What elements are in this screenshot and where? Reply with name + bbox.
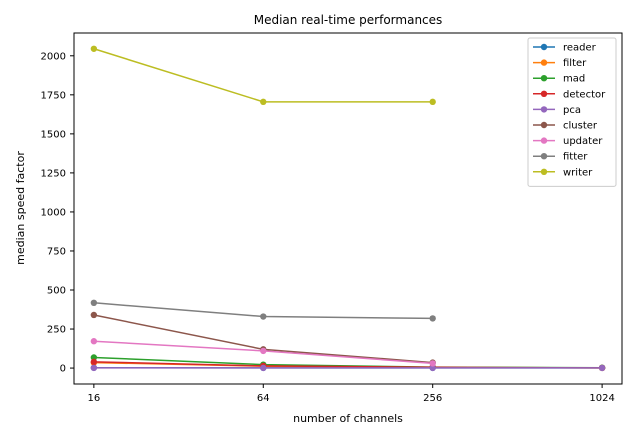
legend-item-cluster: cluster [533, 121, 598, 132]
legend-swatch-marker [540, 90, 548, 98]
legend-label: reader [563, 43, 597, 54]
data-point-fitter [429, 315, 436, 322]
series-pca [90, 364, 606, 372]
legend-swatch-marker [540, 168, 548, 175]
legend-label: updater [563, 136, 603, 147]
data-point-updater [429, 360, 436, 367]
series-layer [90, 45, 606, 372]
legend-item-mad: mad [533, 74, 585, 85]
legend-label: mad [563, 74, 585, 85]
series-line-cluster [93, 314, 433, 364]
legend-item-detector: detector [533, 89, 606, 100]
plot-frame [73, 32, 623, 385]
y-tick-label: 750 [47, 246, 66, 257]
series-updater [90, 338, 436, 367]
legend-label: fitter [563, 152, 588, 163]
data-point-writer [90, 45, 98, 52]
series-cluster [90, 311, 436, 366]
x-tick-label: 256 [423, 393, 442, 404]
x-tick-label: 16 [87, 393, 100, 404]
data-point-mad [90, 354, 98, 361]
data-point-pca [260, 364, 267, 372]
legend: reader filter mad detector pca cluster updater… [527, 37, 617, 187]
y-tick-label: 0 [60, 364, 66, 375]
legend-item-fitter: fitter [533, 152, 588, 163]
y-tick-label: 1250 [41, 168, 66, 179]
series-fitter [90, 299, 436, 322]
legend-label: filter [563, 58, 587, 69]
legend-item-writer: writer [533, 167, 593, 178]
legend-item-filter: filter [533, 58, 587, 69]
chart-title: Median real-time performances [254, 13, 443, 27]
series-writer [90, 45, 436, 106]
legend-swatch-marker [540, 59, 548, 66]
legend-box [527, 37, 617, 187]
legend-label: detector [563, 89, 606, 100]
data-point-fitter [90, 299, 98, 307]
legend-label: writer [563, 167, 593, 178]
legend-swatch-marker [540, 106, 548, 113]
y-tick-label: 1750 [41, 90, 66, 101]
legend-swatch-marker [540, 121, 548, 129]
legend-item-pca: pca [533, 105, 581, 116]
y-axis-label: median speed factor [14, 151, 27, 265]
data-point-pca [598, 364, 606, 372]
data-point-fitter [260, 313, 267, 320]
data-point-writer [260, 98, 267, 106]
legend-swatch-marker [540, 75, 548, 82]
legend-label: pca [563, 105, 581, 116]
data-point-writer [429, 98, 436, 106]
data-point-cluster [90, 311, 98, 319]
legend-swatch-marker [540, 153, 548, 160]
series-line-writer [93, 48, 433, 103]
y-tick-label: 250 [47, 325, 66, 336]
y-axis: 0 250 500 750 1000 1250 1500 1750 2000 [41, 51, 74, 375]
legend-swatch-marker [540, 137, 548, 144]
legend-item-updater: updater [533, 136, 603, 147]
y-tick-label: 500 [47, 286, 66, 297]
data-point-pca [90, 364, 98, 372]
data-point-updater [90, 338, 98, 345]
x-tick-label: 64 [257, 393, 270, 404]
x-tick-label: 1024 [589, 393, 614, 404]
legend-swatch-marker [540, 43, 548, 51]
data-point-updater [260, 347, 267, 355]
y-tick-label: 1000 [41, 207, 66, 218]
x-axis: 16 64 256 1024 [87, 384, 615, 404]
legend-label: cluster [563, 121, 598, 132]
x-axis-label: number of channels [293, 412, 403, 425]
data-point-pca [429, 364, 436, 372]
data-point-detector [90, 358, 98, 366]
y-tick-label: 1500 [41, 129, 66, 140]
y-tick-label: 2000 [41, 51, 66, 62]
legend-item-reader: reader [533, 43, 597, 54]
